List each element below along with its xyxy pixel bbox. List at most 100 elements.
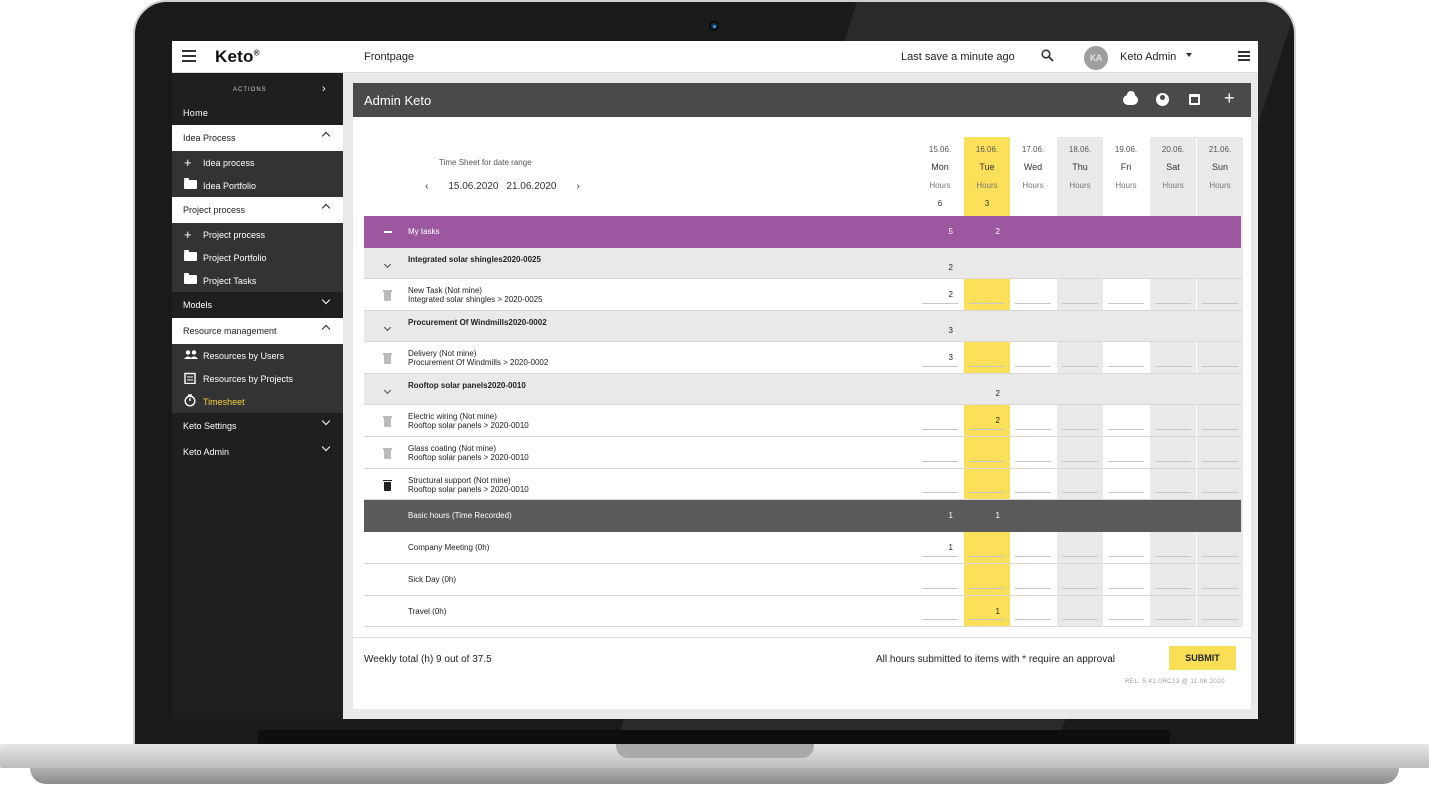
search-icon[interactable] xyxy=(1041,49,1054,62)
day-date: 16.06. xyxy=(975,145,999,154)
sidebar-actions[interactable]: ACTIONS › xyxy=(172,73,343,101)
hours-total: 2 xyxy=(995,388,1000,398)
sidebar-item-resources-by-projects[interactable]: Resources by Projects xyxy=(172,367,343,390)
chevron-down-icon[interactable] xyxy=(383,386,392,394)
sidebar-section-project-process[interactable]: Project process xyxy=(172,197,343,223)
input-underline xyxy=(922,492,958,493)
breadcrumb[interactable]: Frontpage xyxy=(364,51,415,63)
input-underline xyxy=(922,556,958,557)
sidebar-item-project-process[interactable]: + Project process xyxy=(172,223,343,246)
section-label: Resource management xyxy=(183,326,277,336)
day-header: 20.06. Sat Hours xyxy=(1150,146,1196,200)
laptop-base xyxy=(0,744,1429,786)
account-icon[interactable] xyxy=(1156,93,1169,106)
task-label: New Task (Not mine) Integrated solar shin… xyxy=(408,286,543,304)
input-underline xyxy=(969,461,1005,462)
trash-icon[interactable] xyxy=(383,448,392,459)
sidebar-item-home[interactable]: Home xyxy=(183,108,209,118)
card-title: Admin Keto xyxy=(364,93,432,108)
date-range-start[interactable]: 15.06.2020 xyxy=(448,181,499,192)
input-underline xyxy=(1202,619,1238,620)
timesheet-row-project[interactable]: Integrated solar shingles2020-0025 2 xyxy=(364,248,1241,279)
sidebar-section-models[interactable]: Models xyxy=(172,292,343,318)
trash-icon[interactable] xyxy=(383,416,392,427)
sidebar-section-keto-settings[interactable]: Keto Settings xyxy=(172,413,343,439)
avatar[interactable]: KA xyxy=(1084,46,1108,70)
more-menu-icon[interactable] xyxy=(1238,51,1250,61)
input-underline xyxy=(1062,366,1098,367)
day-header: 19.06. Fri Hours xyxy=(1103,146,1149,200)
keto-logo[interactable]: Keto® xyxy=(215,47,260,66)
task-label: Structural support (Not mine) Rooftop sol… xyxy=(408,476,529,494)
cloud-download-icon[interactable] xyxy=(1123,91,1138,105)
input-underline xyxy=(1202,461,1238,462)
hours-input[interactable]: 2 xyxy=(995,416,1000,425)
input-underline xyxy=(1015,619,1051,620)
input-underline xyxy=(922,429,958,430)
chevron-left-icon[interactable]: ‹ xyxy=(425,181,429,192)
input-underline xyxy=(1155,429,1191,430)
sidebar-item-idea-process[interactable]: + Idea process xyxy=(172,151,343,174)
task-name: Electric wiring (Not mine) xyxy=(408,412,497,421)
day-name: Sat xyxy=(1166,162,1180,172)
chevron-down-icon xyxy=(321,416,331,426)
trash-icon[interactable] xyxy=(383,290,392,301)
chevron-right-icon[interactable]: › xyxy=(322,83,326,95)
sidebar-section-idea-process[interactable]: Idea Process xyxy=(172,125,343,151)
chevron-right-icon[interactable]: › xyxy=(576,181,580,192)
row-label: Integrated solar shingles2020-0025 xyxy=(408,255,541,264)
top-bar: Keto® Frontpage Last save a minute ago K… xyxy=(172,41,1258,73)
hours-input[interactable]: 2 xyxy=(948,290,953,299)
chevron-down-icon[interactable] xyxy=(383,260,392,268)
sidebar-item-project-tasks[interactable]: Project Tasks xyxy=(172,269,343,292)
hours-input[interactable]: 1 xyxy=(995,606,1000,616)
trash-icon[interactable] xyxy=(383,353,392,364)
hours-input[interactable]: 3 xyxy=(948,353,953,362)
input-underline xyxy=(922,619,958,620)
day-header: 17.06. Wed Hours xyxy=(1010,146,1056,200)
day-name: Wed xyxy=(1023,162,1043,172)
chevron-down-icon[interactable] xyxy=(383,323,392,331)
laptop-hinge xyxy=(258,730,1170,744)
trash-icon[interactable] xyxy=(383,479,392,491)
hamburger-menu-icon[interactable] xyxy=(182,50,196,62)
date-range-end[interactable]: 21.06.2020 xyxy=(506,181,557,192)
user-name[interactable]: Keto Admin xyxy=(1120,51,1177,63)
sidebar-item-timesheet[interactable]: Timesheet xyxy=(172,390,343,413)
timesheet-card: Admin Keto + Time Sheet for date range ‹… xyxy=(353,83,1251,709)
app-screen: Keto® Frontpage Last save a minute ago K… xyxy=(172,41,1258,719)
main-area: Admin Keto + Time Sheet for date range ‹… xyxy=(343,73,1258,719)
date-range-label: Time Sheet for date range xyxy=(439,158,532,167)
base-bottom xyxy=(30,768,1399,784)
row-label: Basic hours (Time Recorded) xyxy=(408,511,512,520)
collapse-icon[interactable] xyxy=(384,231,392,233)
sidebar-item-project-portfolio[interactable]: Project Portfolio xyxy=(172,246,343,269)
sidebar-section-resource-management[interactable]: Resource management xyxy=(172,318,343,344)
submit-button[interactable]: SUBMIT xyxy=(1169,646,1236,670)
input-underline xyxy=(922,366,958,367)
timesheet-row-project[interactable]: Rooftop solar panels2020-0010 2 xyxy=(364,374,1241,405)
task-label: Electric wiring (Not mine) Rooftop solar … xyxy=(408,412,529,430)
hours-total: 2 xyxy=(948,262,953,272)
input-underline xyxy=(1062,303,1098,304)
input-underline xyxy=(922,588,958,589)
folder-icon xyxy=(184,178,199,191)
calendar-icon[interactable] xyxy=(1189,94,1200,105)
timesheet-row-task: Glass coating (Not mine) Rooftop solar pa… xyxy=(364,437,1241,469)
section-label: Models xyxy=(183,300,213,310)
chevron-down-icon[interactable] xyxy=(1186,53,1192,57)
add-icon[interactable]: + xyxy=(1224,88,1235,108)
hours-total: 1 xyxy=(995,511,1000,520)
weekly-total: Weekly total (h) 9 out of 37.5 xyxy=(364,654,492,665)
timesheet-row-group[interactable]: My tasks 5 2 xyxy=(364,216,1241,248)
day-name: Tue xyxy=(979,162,995,172)
sidebar-item-idea-portfolio[interactable]: Idea Portfolio xyxy=(172,174,343,197)
day-name: Fri xyxy=(1120,162,1132,172)
task-path: Integrated solar shingles > 2020-0025 xyxy=(408,295,543,304)
sidebar-item-resources-by-users[interactable]: Resources by Users xyxy=(172,344,343,367)
hours-input[interactable]: 1 xyxy=(948,543,953,552)
sidebar-section-keto-admin[interactable]: Keto Admin xyxy=(172,439,343,465)
timesheet-row-project[interactable]: Procurement Of Windmills2020-0002 3 xyxy=(364,311,1241,342)
task-path: Rooftop solar panels > 2020-0010 xyxy=(408,453,529,462)
day-unit: Hours xyxy=(976,181,998,190)
